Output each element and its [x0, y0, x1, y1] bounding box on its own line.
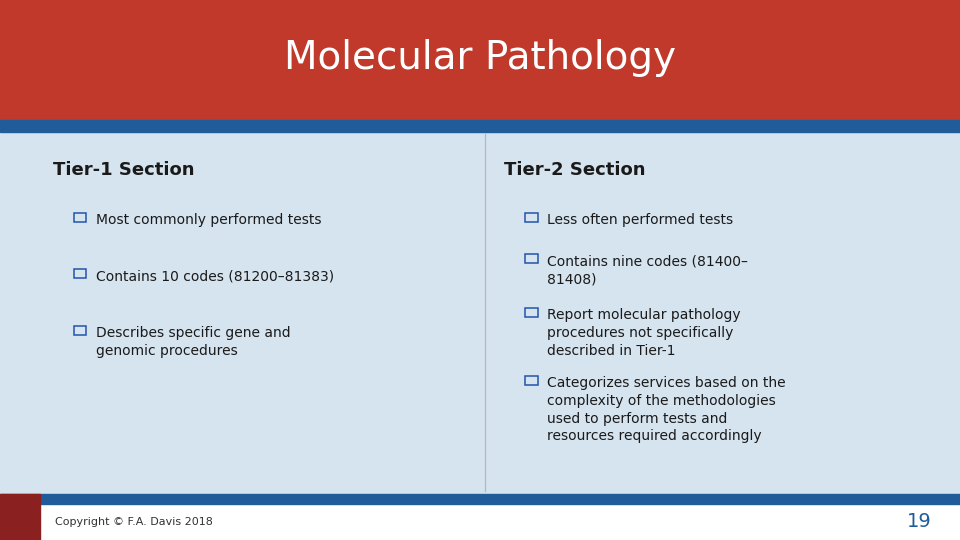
Text: Contains 10 codes (81200–81383): Contains 10 codes (81200–81383) — [96, 269, 334, 284]
Text: Copyright © F.A. Davis 2018: Copyright © F.A. Davis 2018 — [55, 517, 212, 527]
Bar — [0, 494, 960, 504]
Bar — [0, 120, 960, 132]
Bar — [0, 0, 960, 120]
Text: Report molecular pathology
procedures not specifically
described in Tier-1: Report molecular pathology procedures no… — [547, 308, 741, 358]
Bar — [0, 504, 960, 540]
Bar — [74, 326, 86, 335]
Text: 19: 19 — [906, 512, 931, 531]
Bar — [525, 213, 538, 221]
Text: Less often performed tests: Less often performed tests — [547, 213, 733, 227]
Text: Most commonly performed tests: Most commonly performed tests — [96, 213, 322, 227]
Text: Describes specific gene and
genomic procedures: Describes specific gene and genomic proc… — [96, 326, 291, 358]
Bar — [525, 376, 538, 384]
Bar — [74, 269, 86, 279]
Bar — [74, 213, 86, 221]
Bar — [525, 254, 538, 263]
Text: Categorizes services based on the
complexity of the methodologies
used to perfor: Categorizes services based on the comple… — [547, 376, 786, 443]
Text: Contains nine codes (81400–
81408): Contains nine codes (81400– 81408) — [547, 254, 748, 286]
Bar — [0, 494, 40, 540]
Text: Tier-2 Section: Tier-2 Section — [504, 161, 645, 179]
Bar — [525, 308, 538, 317]
Text: Molecular Pathology: Molecular Pathology — [284, 38, 676, 77]
Bar — [0, 132, 960, 494]
Text: Tier-1 Section: Tier-1 Section — [53, 161, 194, 179]
